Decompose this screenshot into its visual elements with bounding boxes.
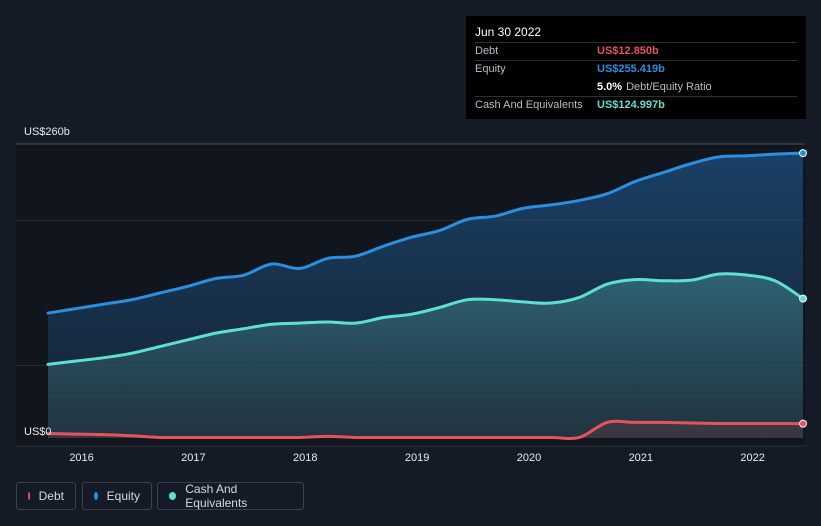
x-tick-label-2018: 2018	[293, 452, 317, 464]
tooltip-equity-value: US$255.419b	[597, 63, 665, 75]
y-tick-label-0: US$260b	[24, 126, 70, 138]
equity-endpoint	[799, 149, 807, 158]
tooltip-row-debt: Debt US$12.850b	[475, 42, 797, 60]
y-tick-label-1: US$0	[24, 426, 52, 438]
tooltip-row-equity: Equity US$255.419b	[475, 60, 797, 78]
tooltip-debt-value: US$12.850b	[597, 45, 659, 57]
tooltip-date: Jun 30 2022	[475, 25, 542, 39]
legend-item-equity[interactable]: Equity	[82, 482, 152, 510]
legend-cash-label: Cash And Equivalents	[185, 482, 248, 510]
legend-equity-label: Equity	[106, 489, 140, 503]
cash-and-equivalents-endpoint	[799, 294, 807, 303]
tooltip-panel: Jun 30 2022 Debt US$12.850b Equity US$25…	[466, 16, 806, 119]
tooltip-row-ratio: 5.0% Debt/Equity Ratio	[475, 78, 797, 96]
cash-legend-dot-icon	[169, 492, 177, 500]
tooltip-equity-label: Equity	[475, 63, 506, 75]
tooltip-ratio-label: Debt/Equity Ratio	[626, 81, 712, 93]
equity-line	[46, 151, 805, 315]
debt-area	[48, 421, 803, 439]
x-tick-label-2022: 2022	[740, 452, 764, 464]
x-tick-label-2017: 2017	[181, 452, 205, 464]
tooltip-cash-label: Cash And Equivalents	[475, 99, 583, 111]
equity-legend-dot-icon	[94, 492, 98, 500]
cash-and-equivalents-line	[46, 272, 805, 366]
tooltip-ratio-value: 5.0%	[597, 81, 623, 93]
x-tick-label-2019: 2019	[405, 452, 429, 464]
legend-debt-label: Debt	[38, 489, 64, 503]
cash-and-equivalents-area	[48, 273, 803, 438]
x-tick-label-2020: 2020	[517, 452, 541, 464]
x-tick-label-2016: 2016	[69, 452, 93, 464]
x-tick-label-2021: 2021	[629, 452, 653, 464]
debt-legend-dot-icon	[28, 492, 30, 500]
legend-item-debt[interactable]: Debt	[16, 482, 76, 510]
debt-line	[46, 419, 805, 441]
tooltip-cash-value: US$124.997b	[597, 99, 665, 111]
legend-item-cash[interactable]: Cash And Equivalents	[157, 482, 304, 510]
tooltip-debt-label: Debt	[475, 45, 499, 57]
tooltip-row-cash: Cash And Equivalents US$124.997b	[475, 96, 797, 114]
debt-endpoint	[799, 419, 807, 428]
